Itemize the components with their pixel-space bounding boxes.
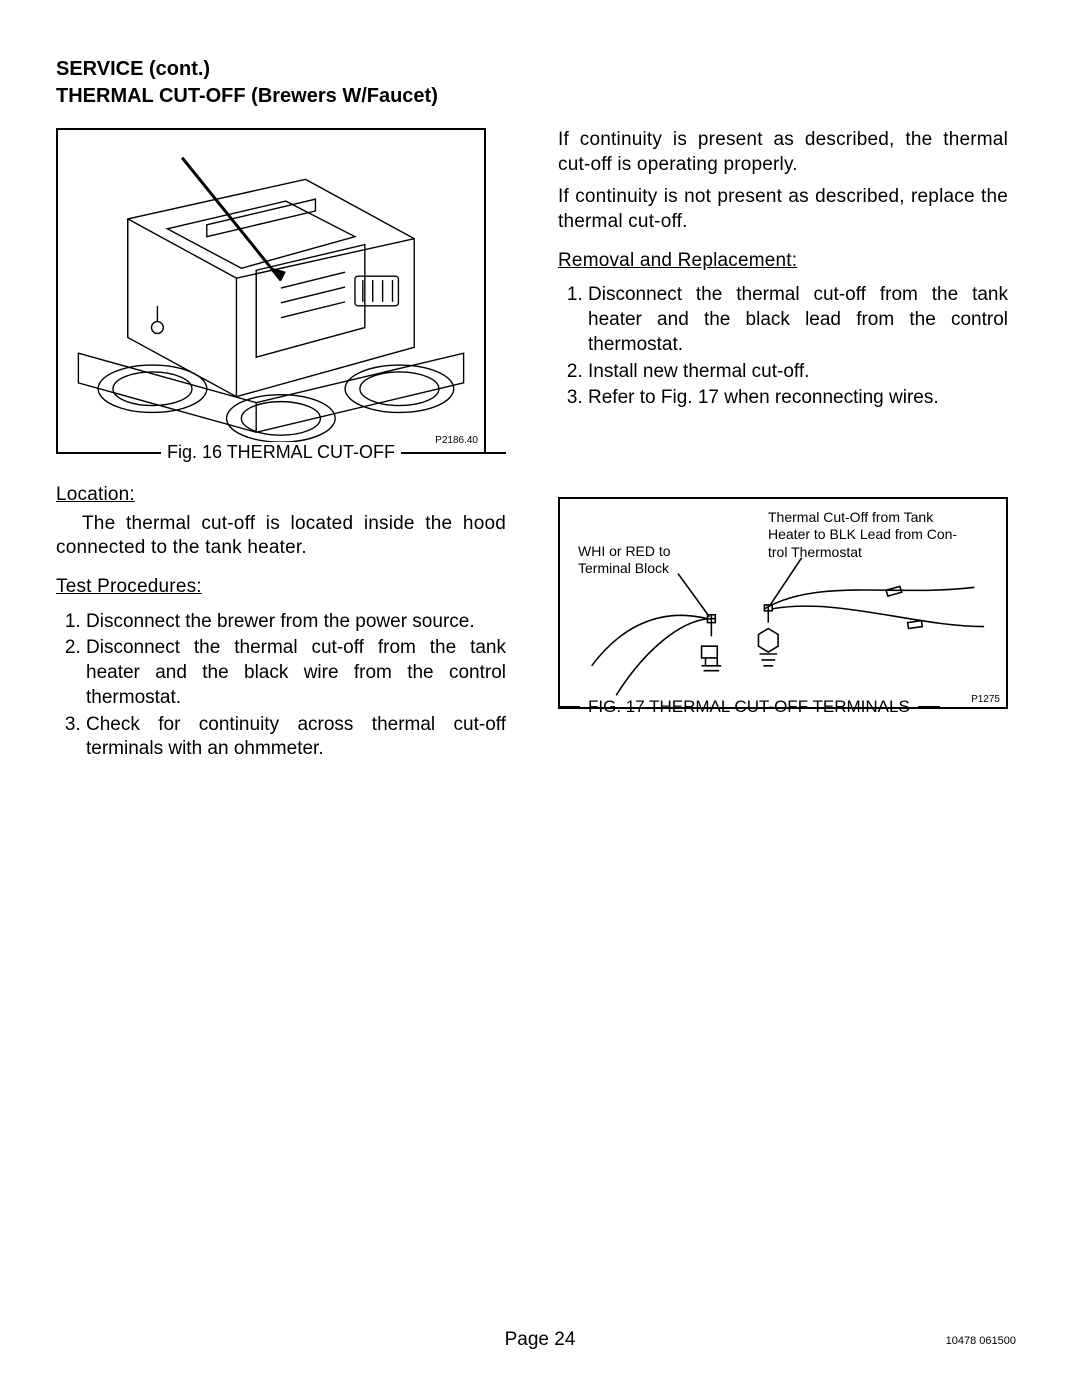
test-step-2: Disconnect the thermal cut-off from the … [86, 636, 506, 710]
figure-17-box: WHI or RED to Terminal Block Thermal Cut… [558, 497, 1008, 709]
fig17-left-l2: Terminal Block [578, 560, 669, 576]
test-steps-list: Disconnect the brewer from the power sou… [56, 610, 506, 762]
fig17-right-l2: Heater to BLK Lead from Con- [768, 526, 957, 542]
figure-17-label-left: WHI or RED to Terminal Block [578, 543, 718, 578]
figure-16-caption: Fig. 16 THERMAL CUT-OFF [161, 442, 401, 463]
figure-17-code: P1275 [971, 694, 1000, 705]
heading-line-1: SERVICE (cont.) [56, 56, 1024, 83]
figure-17-label-right: Thermal Cut-Off from Tank Heater to BLK … [768, 509, 998, 562]
figure-16-illustration [58, 130, 484, 452]
removal-heading: Removal and Replacement: [558, 249, 1008, 274]
test-heading-text: Test Procedures: [56, 576, 202, 597]
continuity-bad-text: If continuity is not present as describe… [558, 185, 1008, 234]
page-number: Page 24 [0, 1329, 1080, 1351]
page: SERVICE (cont.) THERMAL CUT-OFF (Brewers… [0, 0, 1080, 1397]
left-column: P2186.40 Fig. 16 THERMAL CUT-OFF Locatio… [56, 128, 506, 776]
section-heading: SERVICE (cont.) THERMAL CUT-OFF (Brewers… [56, 56, 1024, 110]
fig17-right-l3: trol Thermostat [768, 544, 862, 560]
heading-line-2: THERMAL CUT-OFF (Brewers W/Faucet) [56, 83, 1024, 110]
location-heading: Location: [56, 484, 135, 505]
test-step-1: Disconnect the brewer from the power sou… [86, 610, 506, 635]
right-column: If continuity is present as described, t… [558, 128, 1008, 776]
fig17-right-l1: Thermal Cut-Off from Tank [768, 509, 933, 525]
test-step-3: Check for continuity across thermal cut-… [86, 713, 506, 762]
figure-16-caption-row: Fig. 16 THERMAL CUT-OFF [56, 442, 506, 463]
continuity-ok-text: If continuity is present as described, t… [558, 128, 1008, 177]
location-text: The thermal cut-off is located inside th… [56, 512, 506, 561]
removal-heading-text: Removal and Replacement: [558, 250, 797, 271]
caption-rule-right [409, 452, 506, 454]
figure-16-box: P2186.40 [56, 128, 486, 454]
location-block: Location: [56, 483, 506, 508]
removal-step-2: Install new thermal cut-off. [588, 360, 1008, 385]
two-column-layout: P2186.40 Fig. 16 THERMAL CUT-OFF Locatio… [56, 128, 1024, 776]
caption-rule-left [56, 452, 153, 454]
test-heading: Test Procedures: [56, 575, 506, 600]
removal-step-1: Disconnect the thermal cut-off from the … [588, 283, 1008, 357]
fig17-left-l1: WHI or RED to [578, 543, 671, 559]
removal-step-3: Refer to Fig. 17 when reconnecting wires… [588, 386, 1008, 411]
removal-steps-list: Disconnect the thermal cut-off from the … [558, 283, 1008, 410]
document-code: 10478 061500 [946, 1335, 1016, 1347]
